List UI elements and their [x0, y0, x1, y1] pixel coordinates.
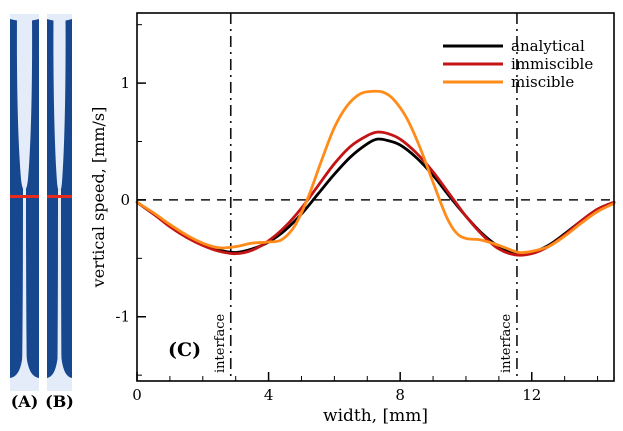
panel-b-label: (B)	[45, 392, 74, 411]
y-axis-label: vertical speed, [mm/s]	[89, 107, 108, 289]
panel-a-neck	[22, 188, 27, 376]
vertical-speed-chart: interface interface 0 4 8 12 -1 0 1 analyticalimm…	[89, 12, 616, 426]
panel-b-bottom-fluid	[47, 345, 72, 391]
series-analytical	[135, 137, 616, 256]
panel-a-image	[10, 14, 39, 391]
panel-b-image	[47, 14, 72, 391]
series-immiscible	[135, 130, 616, 257]
interface-label-0: interface	[213, 313, 228, 373]
x-tick-label: 4	[264, 386, 274, 404]
panel-b-neck	[57, 190, 62, 376]
y-tick-label: 0	[120, 191, 130, 209]
plot-border	[136, 12, 615, 382]
panel-a-bottom-fluid	[10, 344, 39, 391]
y-tick-label: 1	[120, 74, 130, 92]
x-tick-label: 0	[132, 386, 142, 404]
x-tick-label: 12	[522, 386, 541, 404]
interface-label-1: interface	[499, 313, 514, 373]
panel-a-interface-line	[10, 195, 39, 198]
panel-c-label: (C)	[168, 339, 201, 361]
panel-b-plume	[53, 15, 66, 192]
x-tick-label: 8	[395, 386, 405, 404]
y-tick-label: -1	[115, 308, 130, 326]
series-miscible	[135, 89, 616, 255]
legend-label-analytical: analytical	[511, 37, 585, 55]
panel-a-label: (A)	[10, 392, 39, 411]
legend-label-miscible: miscible	[511, 73, 574, 91]
legend-label-immiscible: immiscible	[511, 55, 593, 73]
panel-a-plume	[16, 15, 33, 191]
x-axis-label: width, [mm]	[323, 406, 428, 426]
panel-b-interface-line	[47, 195, 72, 198]
